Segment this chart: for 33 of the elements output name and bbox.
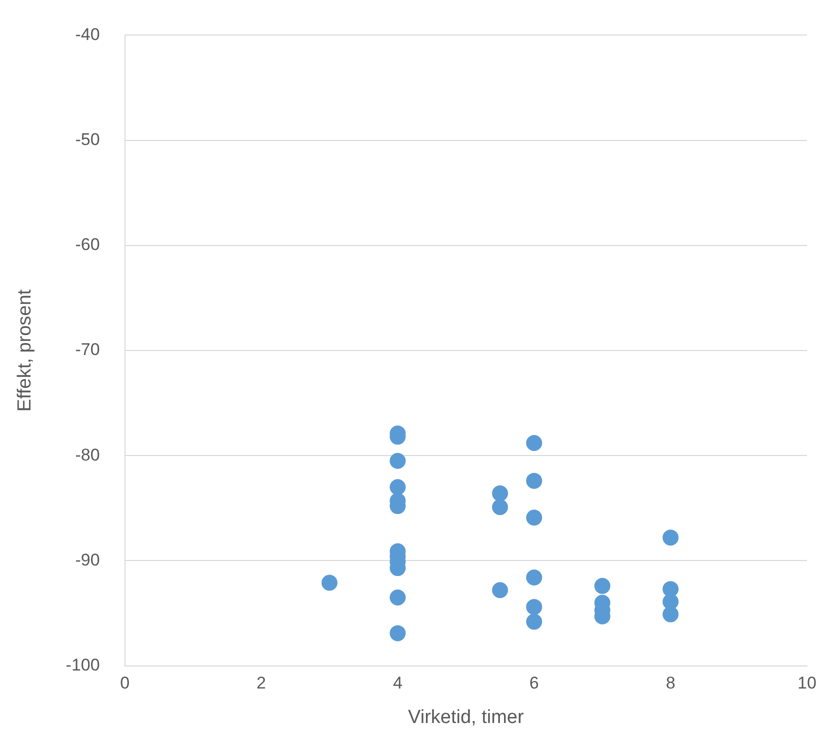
x-tick-label: 0 (120, 674, 130, 693)
y-tick-label: -50 (75, 130, 100, 149)
y-tick-label: -90 (75, 550, 100, 570)
y-tick-label: -60 (75, 235, 100, 254)
point (526, 570, 542, 586)
x-tick-label: 6 (529, 674, 539, 693)
point (390, 589, 406, 606)
x-tick-label: 2 (256, 674, 266, 693)
y-tick-label: -80 (75, 445, 100, 464)
point (662, 594, 679, 610)
y-tick-label: -70 (75, 340, 100, 360)
point (492, 582, 508, 598)
point (526, 472, 542, 489)
x-tick-label: 10 (798, 674, 816, 693)
y-tick-label: -100 (66, 655, 100, 674)
y-tick-label: -40 (75, 24, 100, 44)
x-tick-label: 4 (392, 674, 402, 693)
point (492, 485, 508, 502)
point (662, 606, 679, 622)
point (390, 625, 406, 642)
point (321, 574, 338, 591)
point (526, 598, 542, 615)
point (662, 530, 679, 546)
x-axis-title: Virketid, timer (408, 706, 524, 728)
point (390, 452, 406, 469)
point (594, 578, 610, 594)
y-axis-title: Effekt, prosent (14, 288, 36, 412)
point (390, 479, 406, 496)
x-tick-label: 8 (666, 674, 676, 693)
point (526, 510, 542, 526)
point (526, 434, 542, 451)
point (492, 499, 508, 516)
point (526, 614, 542, 630)
